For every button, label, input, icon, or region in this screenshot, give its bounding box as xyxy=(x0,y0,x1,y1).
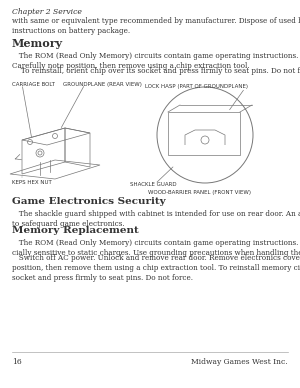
Text: The ROM (Read Only Memory) circuits contain game operating instructions. Memory : The ROM (Read Only Memory) circuits cont… xyxy=(12,239,300,257)
Text: KEPS HEX NUT: KEPS HEX NUT xyxy=(12,180,52,185)
Text: SHACKLE GUARD: SHACKLE GUARD xyxy=(130,182,177,187)
Text: WOOD-BARRIER PANEL (FRONT VIEW): WOOD-BARRIER PANEL (FRONT VIEW) xyxy=(148,190,251,195)
Text: The ROM (Read Only Memory) circuits contain game operating instructions. Switch : The ROM (Read Only Memory) circuits cont… xyxy=(12,52,300,70)
Text: CARRIAGE BOLT: CARRIAGE BOLT xyxy=(12,82,55,87)
Text: Game Electronics Security: Game Electronics Security xyxy=(12,197,166,206)
Text: Midway Games West Inc.: Midway Games West Inc. xyxy=(191,358,288,366)
Text: Memory: Memory xyxy=(12,38,63,49)
Text: The shackle guard shipped with cabinet is intended for use on rear door. An addi: The shackle guard shipped with cabinet i… xyxy=(12,210,300,228)
Text: Memory Replacement: Memory Replacement xyxy=(12,226,139,235)
Text: with same or equivalent type recommended by manufacturer. Dispose of used batter: with same or equivalent type recommended… xyxy=(12,17,300,35)
Text: GROUNDPLANE (REAR VIEW): GROUNDPLANE (REAR VIEW) xyxy=(63,82,142,87)
Text: LOCK HASP (PART OF GROUNDPLANE): LOCK HASP (PART OF GROUNDPLANE) xyxy=(145,84,248,89)
Text: Chapter 2 Service: Chapter 2 Service xyxy=(12,8,82,16)
Text: Switch off AC power. Unlock and remove rear door. Remove electronics cover. Care: Switch off AC power. Unlock and remove r… xyxy=(12,254,300,282)
Text: 16: 16 xyxy=(12,358,22,366)
Text: To reinstall, orient chip over its socket and press firmly to seat pins. Do not : To reinstall, orient chip over its socke… xyxy=(14,67,300,75)
